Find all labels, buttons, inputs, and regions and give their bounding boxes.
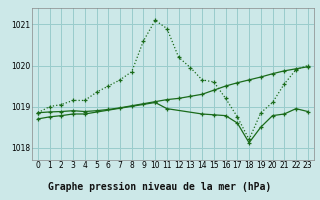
- Text: Graphe pression niveau de la mer (hPa): Graphe pression niveau de la mer (hPa): [48, 182, 272, 192]
